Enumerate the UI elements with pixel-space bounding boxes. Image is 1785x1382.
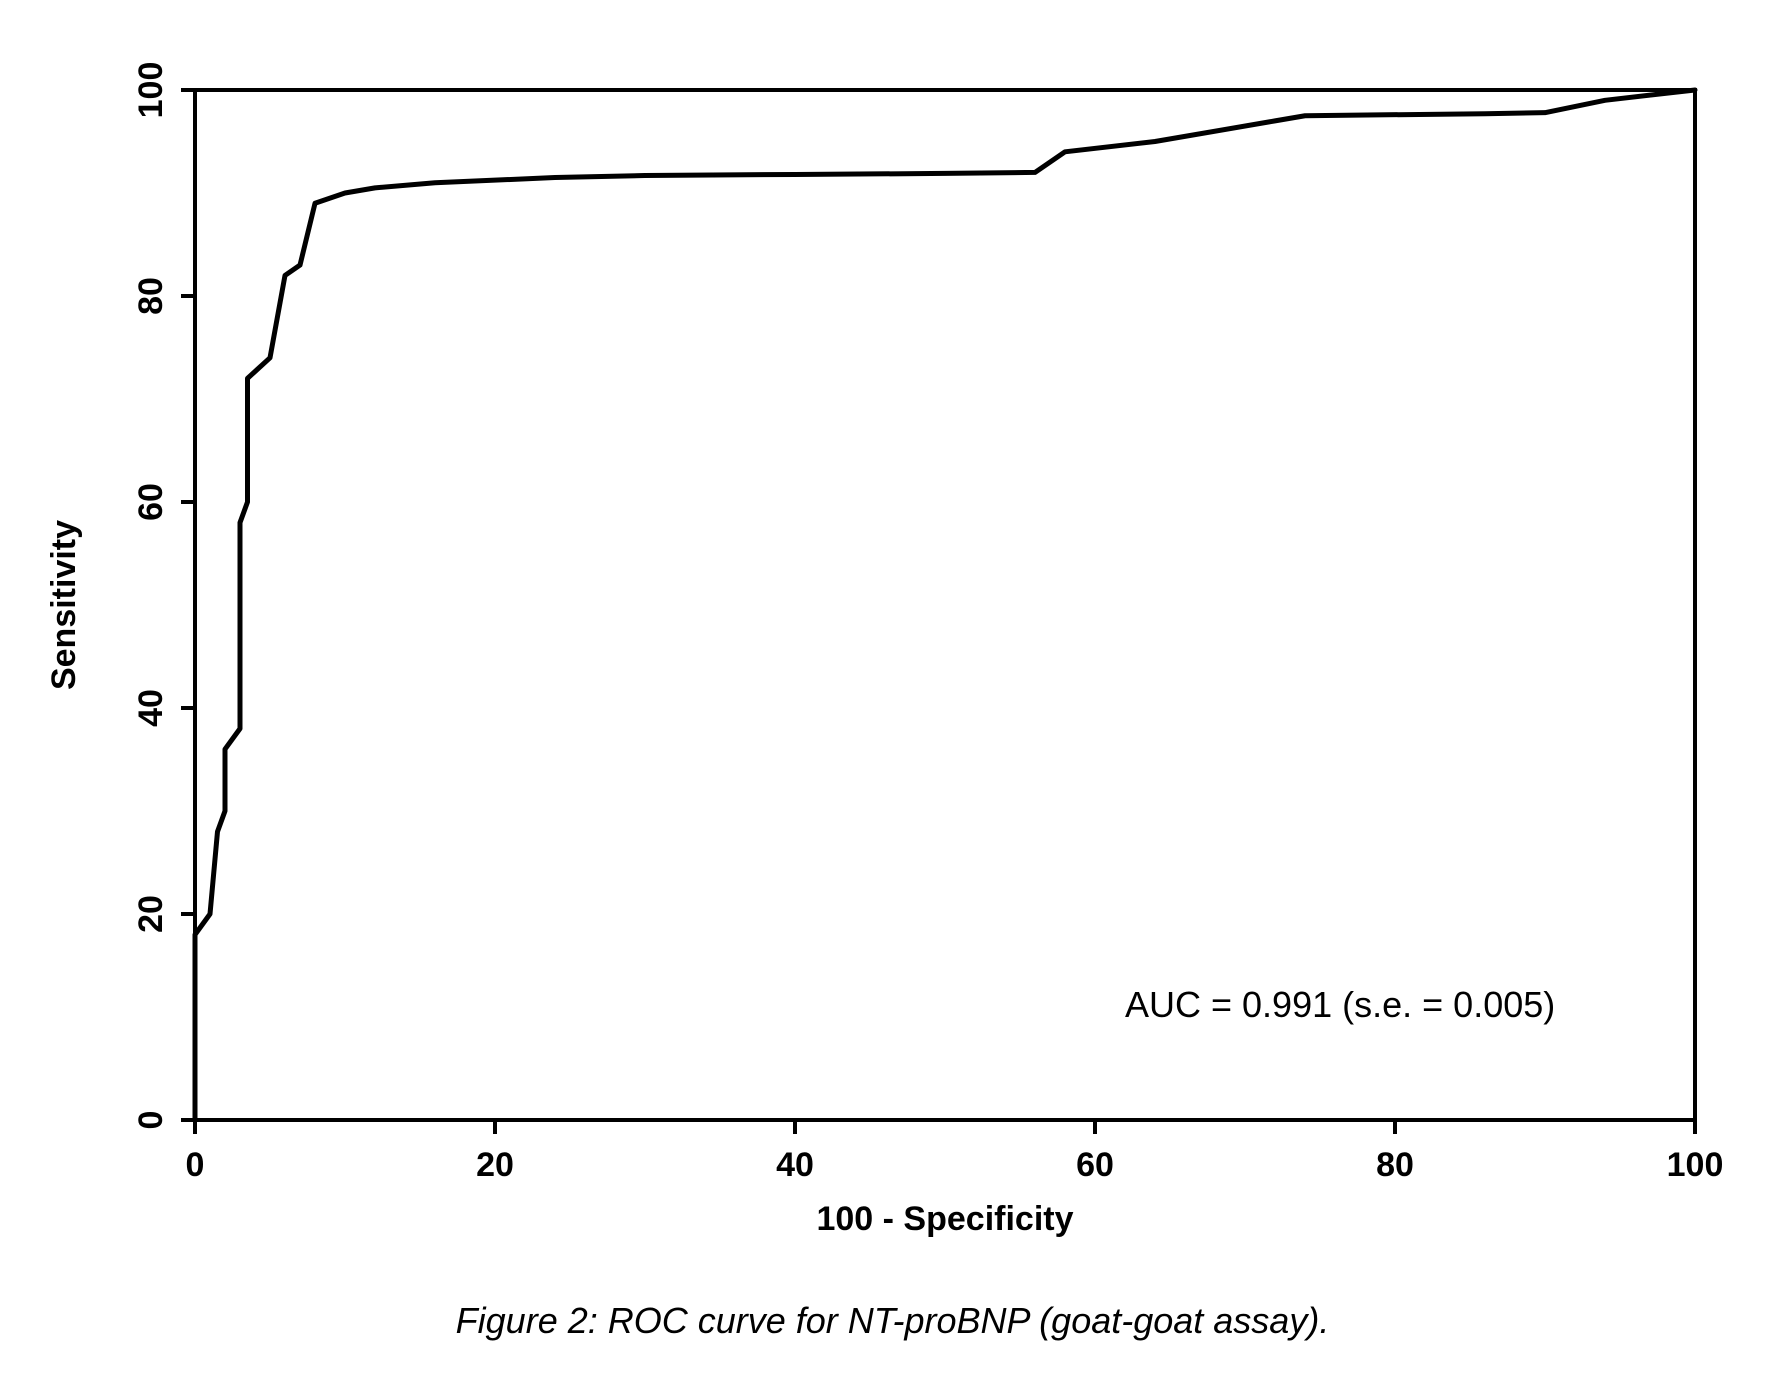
figure-caption: Figure 2: ROC curve for NT-proBNP (goat-… <box>0 1300 1785 1342</box>
figure-container: 0 20 40 60 80 100 0 20 40 60 80 100 100 - Specificit… <box>0 0 1785 1382</box>
x-axis-label: 100 - Specificity <box>816 1200 1073 1238</box>
svg-text:40: 40 <box>776 1146 814 1184</box>
auc-annotation: AUC = 0.991 (s.e. = 0.005) <box>1125 984 1555 1025</box>
svg-text:60: 60 <box>1076 1146 1114 1184</box>
svg-text:0: 0 <box>132 1111 170 1130</box>
svg-text:100: 100 <box>132 62 170 119</box>
figure-caption-text: Figure 2: ROC curve for NT-proBNP (goat-… <box>456 1300 1330 1341</box>
svg-text:0: 0 <box>186 1146 205 1184</box>
svg-text:60: 60 <box>132 483 170 521</box>
svg-text:20: 20 <box>132 895 170 933</box>
roc-chart: 0 20 40 60 80 100 0 20 40 60 80 100 100 - Specificit… <box>0 0 1785 1382</box>
svg-text:40: 40 <box>132 689 170 727</box>
svg-text:100: 100 <box>1667 1146 1724 1184</box>
svg-text:80: 80 <box>1376 1146 1414 1184</box>
svg-text:80: 80 <box>132 277 170 315</box>
y-axis-label: Sensitivity <box>45 520 83 690</box>
svg-text:20: 20 <box>476 1146 514 1184</box>
